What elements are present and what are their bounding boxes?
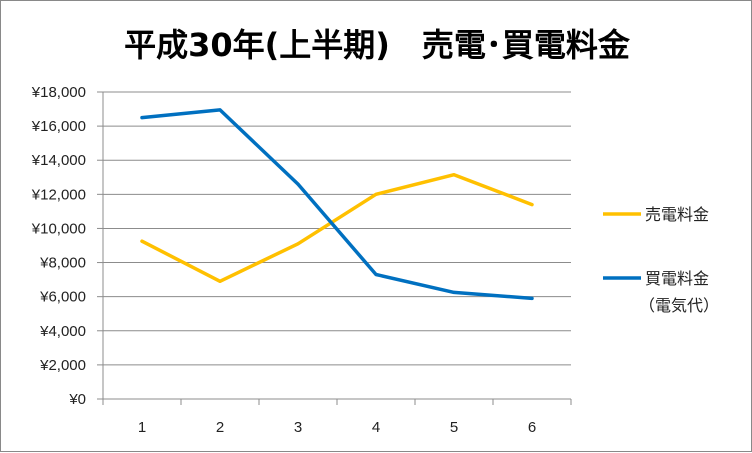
y-axis-ticks: ¥0 ¥2,000 ¥4,000 ¥6,000 ¥8,000 ¥10,000 ¥12,000… [31,84,86,408]
y-tick-label: ¥0 [68,391,86,408]
data-point [374,192,378,196]
data-point [530,203,534,207]
data-point [140,116,144,120]
data-point [218,279,222,283]
y-tick-label: ¥18,000 [31,84,86,101]
x-tick-label: 4 [372,419,380,436]
legend-label: 売電料金 [645,205,709,224]
data-point [530,296,534,300]
data-point [452,173,456,177]
y-tick-label: ¥16,000 [31,118,86,135]
x-tick-label: 6 [528,419,536,436]
y-tick-label: ¥4,000 [39,323,86,340]
y-tick-label: ¥14,000 [31,152,86,169]
data-point [140,239,144,243]
data-point [296,242,300,246]
series-lines [140,108,534,301]
x-tick-label: 5 [450,419,458,436]
data-point [374,272,378,276]
x-tick-label: 3 [294,419,302,436]
x-axis-ticks: 1 2 3 4 5 6 [138,419,536,436]
x-tick-label: 1 [138,419,146,436]
y-tick-label: ¥10,000 [31,220,86,237]
series-line [140,172,534,284]
y-tick-label: ¥6,000 [39,289,86,306]
series-line [140,108,534,301]
legend-label: 買電料金 [645,269,709,288]
x-tick-label: 2 [216,419,224,436]
data-point [452,290,456,294]
legend-label: （電気代） [639,296,719,315]
y-tick-label: ¥12,000 [31,186,86,203]
axes [97,91,572,405]
chart-title: 平成30年(上半期) 売電･買電料金 [124,26,631,64]
data-point [296,182,300,186]
data-point [218,108,222,112]
y-tick-label: ¥2,000 [39,357,86,374]
y-tick-label: ¥8,000 [39,255,86,272]
